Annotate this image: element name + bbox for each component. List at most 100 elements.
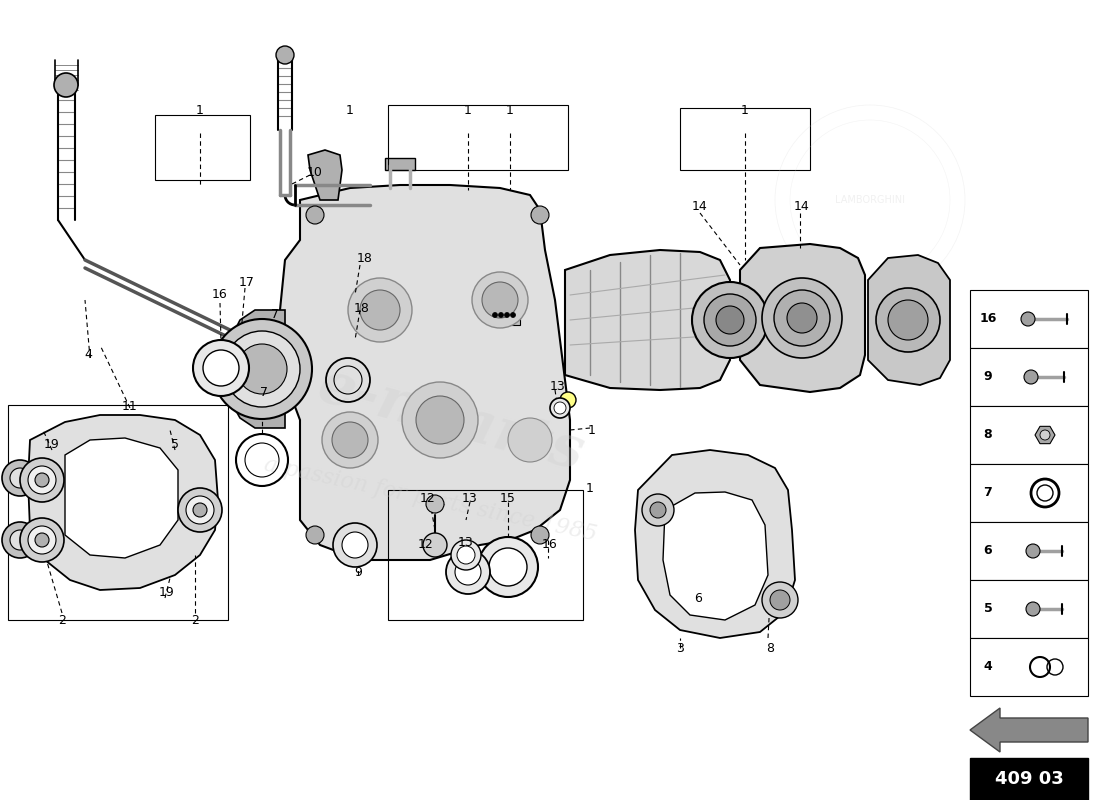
- Circle shape: [1024, 370, 1038, 384]
- Circle shape: [531, 526, 549, 544]
- Circle shape: [54, 73, 78, 97]
- Circle shape: [192, 340, 249, 396]
- Text: 12: 12: [418, 538, 433, 551]
- Circle shape: [498, 313, 504, 318]
- Text: 14: 14: [692, 201, 708, 214]
- Circle shape: [186, 496, 214, 524]
- Polygon shape: [308, 150, 342, 200]
- Circle shape: [178, 488, 222, 532]
- Circle shape: [505, 313, 509, 318]
- Polygon shape: [970, 708, 1088, 752]
- Circle shape: [490, 548, 527, 586]
- Circle shape: [2, 460, 39, 496]
- Text: 1: 1: [464, 103, 472, 117]
- Circle shape: [20, 458, 64, 502]
- Circle shape: [510, 313, 516, 318]
- Circle shape: [306, 526, 324, 544]
- Text: 19: 19: [44, 438, 59, 451]
- Circle shape: [212, 319, 312, 419]
- Circle shape: [482, 282, 518, 318]
- Circle shape: [28, 466, 56, 494]
- Bar: [970, 758, 1088, 800]
- Circle shape: [550, 398, 570, 418]
- Polygon shape: [868, 255, 950, 385]
- Circle shape: [332, 422, 368, 458]
- Text: 8: 8: [983, 429, 992, 442]
- Text: 4: 4: [84, 349, 92, 362]
- Text: 1: 1: [506, 103, 514, 117]
- Text: 1: 1: [196, 103, 204, 117]
- Text: 1: 1: [586, 482, 594, 494]
- Text: 5: 5: [170, 438, 179, 451]
- Bar: [970, 638, 1088, 696]
- Text: 7: 7: [260, 386, 268, 398]
- Polygon shape: [565, 250, 730, 390]
- Circle shape: [276, 46, 294, 64]
- Text: 14: 14: [794, 201, 810, 214]
- Circle shape: [451, 540, 481, 570]
- Text: 6: 6: [694, 591, 702, 605]
- Circle shape: [762, 582, 798, 618]
- Circle shape: [1026, 544, 1039, 558]
- Text: 5: 5: [983, 602, 992, 615]
- Bar: [385, 158, 415, 170]
- Text: 7: 7: [271, 309, 279, 322]
- Bar: [8, 405, 228, 620]
- Circle shape: [554, 402, 566, 414]
- Circle shape: [642, 494, 674, 526]
- Circle shape: [416, 396, 464, 444]
- Circle shape: [876, 288, 940, 352]
- Circle shape: [692, 282, 768, 358]
- Circle shape: [192, 503, 207, 517]
- Bar: [155, 115, 250, 180]
- Text: 18: 18: [358, 251, 373, 265]
- Circle shape: [560, 392, 576, 408]
- Circle shape: [35, 533, 50, 547]
- Text: 16: 16: [542, 538, 558, 551]
- Bar: [680, 108, 810, 170]
- Bar: [970, 580, 1088, 638]
- Text: 1: 1: [346, 103, 354, 117]
- Circle shape: [10, 530, 30, 550]
- Circle shape: [20, 518, 64, 562]
- Circle shape: [1040, 430, 1050, 440]
- Polygon shape: [1035, 426, 1055, 444]
- Circle shape: [10, 468, 30, 488]
- Bar: [490, 305, 520, 325]
- Circle shape: [424, 533, 447, 557]
- Polygon shape: [740, 244, 865, 392]
- Circle shape: [28, 526, 56, 554]
- Circle shape: [774, 290, 830, 346]
- Circle shape: [508, 418, 552, 462]
- Text: 13: 13: [462, 491, 477, 505]
- Circle shape: [224, 331, 300, 407]
- Text: 409 03: 409 03: [994, 770, 1064, 788]
- Polygon shape: [280, 185, 570, 560]
- Text: 7: 7: [983, 486, 992, 499]
- Text: 17: 17: [239, 277, 255, 290]
- Circle shape: [888, 300, 928, 340]
- Bar: [970, 406, 1088, 464]
- Circle shape: [402, 382, 478, 458]
- Circle shape: [306, 206, 324, 224]
- Circle shape: [2, 522, 39, 558]
- Circle shape: [360, 290, 400, 330]
- Text: 2: 2: [58, 614, 66, 626]
- Text: 11: 11: [122, 399, 138, 413]
- Circle shape: [342, 532, 369, 558]
- Polygon shape: [635, 450, 795, 638]
- Text: 12: 12: [420, 491, 436, 505]
- Circle shape: [762, 278, 842, 358]
- Circle shape: [704, 294, 756, 346]
- Circle shape: [446, 550, 490, 594]
- Bar: [970, 290, 1088, 348]
- Text: 16: 16: [212, 289, 228, 302]
- Bar: [388, 490, 583, 620]
- Circle shape: [531, 206, 549, 224]
- Text: 16: 16: [979, 313, 997, 326]
- Circle shape: [426, 495, 444, 513]
- Circle shape: [204, 350, 239, 386]
- Circle shape: [455, 559, 481, 585]
- Circle shape: [493, 313, 497, 318]
- Circle shape: [1026, 602, 1039, 616]
